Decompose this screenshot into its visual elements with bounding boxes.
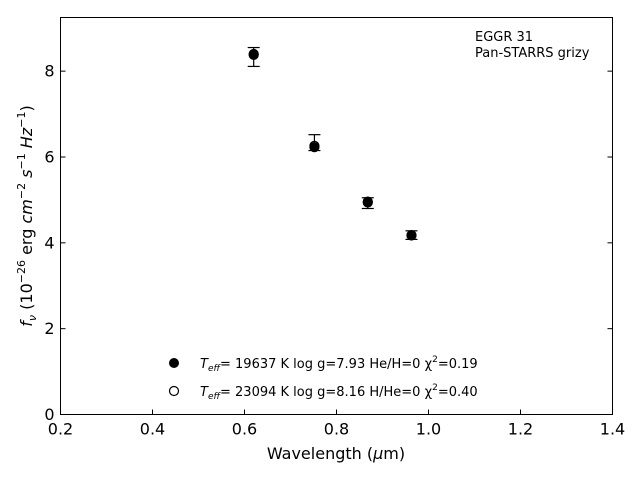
legend: Teff= 19637 K log g=7.93 He/H=0 χ2=0.19 …	[168, 355, 478, 402]
x-axis-title: Wavelength (μm)	[267, 444, 405, 463]
x-tick-label: 0.4	[140, 420, 165, 439]
model-point-open	[362, 197, 373, 208]
x-tick-label: 1.4	[600, 420, 625, 439]
x-tick-label: 0.8	[324, 420, 349, 439]
legend-label-1: Teff= 23094 K log g=8.16 H/He=0 χ2=0.40	[200, 383, 478, 402]
y-axis: 0 2 4 6 8	[44, 62, 613, 424]
legend-marker-open	[168, 385, 180, 397]
y-tick-label: 8	[44, 62, 54, 81]
model-point-open	[406, 229, 417, 241]
x-tick-label: 1.2	[508, 420, 533, 439]
y-tick-label: 0	[44, 405, 54, 424]
x-tick-label: 0.6	[232, 420, 257, 439]
y-tick-label: 2	[44, 319, 54, 338]
model-point-open	[248, 49, 259, 60]
x-tick-label: 1.0	[416, 420, 441, 439]
x-axis: 0.2 0.4 0.6 0.8 1.0 1.2 1.4	[48, 409, 625, 439]
legend-label-0: Teff= 19637 K log g=7.93 He/H=0 χ2=0.19	[200, 355, 478, 374]
plot-frame	[60, 17, 613, 415]
data-marks	[247, 46, 418, 241]
y-axis-title: fν (10−26 erg cm−2 s−1 Hz−1)	[15, 105, 39, 326]
annotation-object: EGGR 31	[475, 30, 533, 45]
model-point-open	[309, 140, 320, 151]
legend-marker-filled	[169, 358, 179, 368]
y-tick-label: 4	[44, 233, 54, 252]
x-tick-label: 0.2	[48, 420, 73, 439]
annotation-survey: Pan-STARRS grizy	[475, 46, 590, 61]
y-tick-label: 6	[44, 147, 54, 166]
